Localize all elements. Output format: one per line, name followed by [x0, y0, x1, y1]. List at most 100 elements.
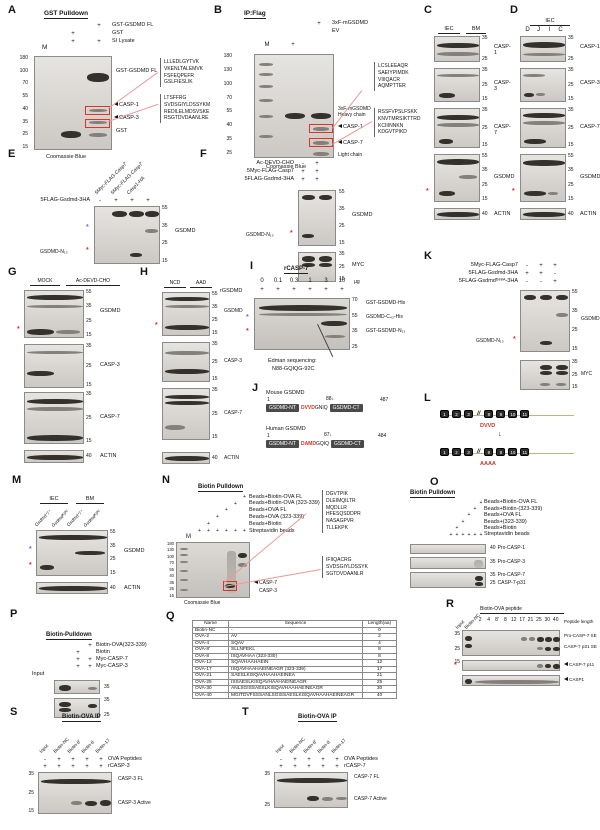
gel-image — [24, 344, 84, 388]
dose-value: 0.3 — [289, 278, 299, 284]
mw-marker: 25 — [568, 181, 574, 188]
gel-image — [54, 680, 100, 694]
mw-marker: 40 — [226, 122, 232, 129]
band — [130, 253, 142, 257]
domain-bar: GSDMD-NT DVVDGNIQ GSDMD-CT — [266, 404, 363, 412]
band — [180, 548, 188, 550]
condition-marks: + — [186, 522, 249, 527]
red-asterisk-icon: * — [426, 188, 429, 195]
band — [556, 313, 568, 317]
mw-marker: 55 — [22, 93, 28, 100]
condition-marks: - + + + + — [38, 757, 108, 763]
panel-m: M IEC BM Gsdmd⁺/⁺ Gsdmdᴷᴵ/ᴷᴵ Gsdmd⁺/⁺ Gsdmd… — [8, 472, 172, 600]
mw-marker-column: 35 25 — [482, 36, 488, 62]
row-label: Peptide length — [564, 619, 594, 624]
band — [27, 455, 83, 460]
mw-marker: 35 — [490, 572, 496, 578]
mw-marker: 180 — [167, 541, 174, 546]
condition-marks: + + — [60, 664, 96, 670]
dose-value: 0 — [260, 278, 264, 284]
plus-mark: + — [243, 493, 246, 500]
panel-k: K 5Myc-FLAG-Casp7- + + 5FLAG-Gsdmd-3HA + + - … — [424, 250, 600, 392]
band-label-text: CASP-7-p31 — [497, 580, 526, 586]
lane-label: Gsdmdᴷᴵ/ᴷᴵ — [50, 509, 70, 528]
panel-n: N Biotin Pulldown + Beads+Biotin-OVA FL +… — [158, 472, 404, 606]
gel-image — [410, 557, 486, 569]
exon-boxes: 8 9 10 11 — [484, 410, 530, 418]
mw-marker-column: 55 35 25 15 — [482, 154, 488, 202]
mw-marker: 25 — [482, 81, 488, 88]
mw-marker-column: 40 — [212, 452, 218, 464]
annotation: N88-GQIQG-92C — [272, 366, 315, 372]
plus-mark: + — [71, 39, 75, 45]
peptide-length: 40 — [552, 617, 559, 623]
band — [313, 127, 329, 131]
peptide-sequence: VIIIQACR — [378, 76, 400, 83]
band — [437, 115, 479, 120]
plus-mark: + — [461, 531, 465, 538]
condition-marks: + — [186, 493, 249, 500]
plus-mark: + — [473, 531, 477, 538]
blue-asterisk-icon: * — [86, 224, 89, 231]
condition-label: 5Myc-FLAG-Casp7 — [470, 262, 518, 269]
band — [321, 321, 347, 326]
domain-box: GSDMD-CT — [329, 404, 363, 412]
mw-marker: 25 — [162, 240, 168, 247]
band — [465, 644, 472, 648]
gel-image — [434, 68, 480, 102]
band — [336, 797, 347, 800]
condition-label: rGSDMD — [220, 288, 243, 294]
band — [89, 121, 107, 124]
plus-mark: + — [539, 263, 543, 269]
exon-number: 9 — [496, 410, 506, 418]
panel-title: rCASP-7 — [284, 266, 309, 274]
table-cell: MGITDVFSSSANLSGISSAESLKISQAVHAAHAEINEAGR — [228, 691, 363, 700]
condition-row: + Beads+Biotin-OVA FL — [186, 494, 320, 501]
exon-number: 1 — [440, 410, 449, 418]
exon-number: 2 — [452, 410, 461, 418]
band — [545, 637, 552, 642]
band-arrow-icon — [114, 102, 118, 106]
mw-marker: 25 — [572, 371, 578, 378]
mw-marker-column: 35 25 15 — [568, 68, 574, 102]
input-label: Input — [32, 671, 45, 677]
band — [465, 679, 472, 684]
gel-image — [298, 190, 336, 246]
condition-row: + + SI Lysate — [34, 38, 153, 46]
blot-label: GSDMD — [175, 228, 196, 234]
lane-label: M — [264, 42, 270, 48]
gel-image — [254, 54, 334, 158]
band — [524, 295, 536, 300]
gel-image — [462, 630, 560, 656]
intron-break: // — [477, 411, 481, 417]
condition-marks: + — [448, 519, 484, 525]
gel-image — [520, 360, 570, 390]
lane-label: Biotin-17 — [330, 737, 347, 754]
condition-label: 5FLAG-Gsdmd-3HA — [468, 270, 518, 277]
lane-label: Biotin-NC — [52, 736, 70, 754]
band — [529, 637, 535, 641]
mw-marker-column: 55 35 25 15 — [572, 290, 578, 352]
plus-mark: + — [99, 756, 103, 763]
panel-title: Biotin-Pulldown — [46, 632, 92, 640]
peptide-sequence: LLLEDLGYTVK — [164, 59, 200, 65]
plus-mark: + — [234, 527, 237, 534]
band — [524, 191, 546, 196]
mw-marker: 35 — [264, 771, 270, 777]
stain-caption: Coomassie Blue — [46, 154, 87, 160]
peptide-sequence: TLLEKPK — [326, 524, 348, 531]
diagonal-lane-labels: 5Myc-FLAG-Casp7 5Myc-FLAG-Casp7 Casp1-HA — [94, 150, 147, 196]
panel-letter: E — [8, 148, 16, 160]
mw-marker: 25 — [568, 124, 574, 131]
lane-label: Casp1-HA — [125, 175, 147, 196]
band-label: Pro-CASP-7 SE — [564, 633, 597, 638]
plus-mark: + — [321, 763, 325, 770]
mw-marker: 15 — [568, 142, 574, 148]
panel-letter: A — [8, 4, 16, 16]
condition-marks: + + - — [520, 271, 562, 277]
diagonal-lane-labels: Gsdmd⁺/⁺ Gsdmdᴷᴵ/ᴷᴵ Gsdmd⁺/⁺ Gsdmdᴷᴵ/ᴷᴵ — [34, 504, 102, 528]
